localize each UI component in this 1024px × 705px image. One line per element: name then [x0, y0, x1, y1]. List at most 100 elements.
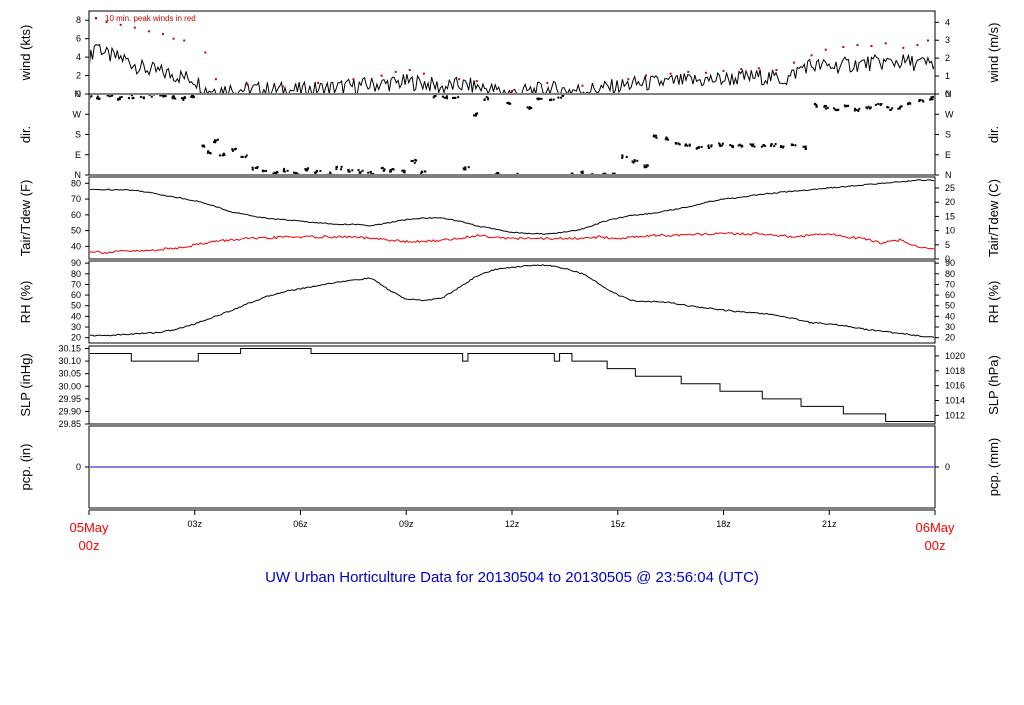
- rh-right-tick-label: 80: [945, 269, 955, 279]
- dir-direction-point: [464, 168, 467, 171]
- rh-left-tick-label: 50: [71, 301, 81, 311]
- dir-direction-point: [171, 96, 174, 99]
- dir-direction-point: [192, 95, 195, 97]
- dir-direction-point: [240, 156, 243, 158]
- dir-direction-point: [209, 152, 212, 155]
- dir-direction-point: [219, 154, 221, 157]
- wind-peak-point: [870, 45, 873, 47]
- temp-right-tick-label: 5: [945, 240, 950, 250]
- dir-direction-point: [621, 155, 624, 158]
- dir-direction-point: [636, 159, 639, 162]
- dir-direction-point: [674, 142, 677, 145]
- dir-right-tick-label: W: [945, 109, 954, 119]
- x-tick-label-day: 06May: [915, 520, 955, 535]
- slp-left-tick-label: 29.95: [58, 394, 81, 404]
- dir-direction-point: [231, 149, 234, 152]
- dir-direction-point: [869, 106, 872, 109]
- dir-direction-point: [530, 107, 533, 110]
- dir-direction-point: [98, 97, 101, 100]
- wind-peak-point: [246, 83, 249, 86]
- dir-direction-point: [251, 166, 254, 169]
- dir-direction-point: [335, 168, 338, 171]
- wind-right-tick-label: 3: [945, 35, 950, 45]
- dir-direction-point: [203, 145, 206, 148]
- precip-left-axis-title: pcp. (in): [18, 444, 33, 491]
- wind-peak-point: [927, 39, 929, 42]
- dir-direction-point: [153, 95, 156, 96]
- temp-frame: [88, 176, 936, 260]
- dir-direction-point: [150, 95, 153, 98]
- dir-direction-point: [591, 173, 594, 174]
- slp-right-tick-label: 1014: [945, 396, 965, 406]
- rh-right-tick-label: 90: [945, 258, 955, 268]
- dir-direction-point: [340, 165, 343, 168]
- wind-peak-point: [511, 90, 513, 93]
- dir-direction-point: [804, 145, 807, 148]
- dir-direction-point: [296, 172, 299, 174]
- x-tick-label: 06z: [293, 519, 308, 529]
- dir-direction-point: [603, 172, 606, 174]
- dir-direction-point: [678, 143, 681, 146]
- dir-direction-point: [854, 107, 857, 110]
- temp-right-tick-label: 25: [945, 183, 955, 193]
- dir-direction-point: [688, 144, 691, 147]
- dir-direction-point: [631, 160, 634, 163]
- dir-direction-point: [760, 145, 763, 148]
- dir-direction-point: [625, 156, 628, 158]
- slp-right-tick-label: 1012: [945, 410, 965, 420]
- wind-peak-point: [352, 78, 355, 81]
- rh-right-tick-label: 30: [945, 322, 955, 332]
- dir-direction-point: [498, 173, 501, 174]
- dir-direction-point: [467, 166, 470, 169]
- wind-frame: [88, 10, 936, 95]
- dir-direction-point: [898, 107, 901, 110]
- dir-direction-point: [802, 145, 805, 148]
- dir-direction-point: [889, 109, 892, 111]
- dir-direction-point: [182, 98, 185, 101]
- rh-right-tick-label: 20: [945, 333, 955, 343]
- dir-direction-point: [613, 173, 616, 174]
- dir-left-tick-label: N: [75, 89, 82, 99]
- dir-direction-point: [382, 169, 385, 172]
- dir-direction-point: [213, 141, 216, 143]
- temp-series-group: [90, 179, 934, 255]
- dir-direction-point: [697, 146, 700, 149]
- dir-direction-point: [163, 95, 166, 98]
- dir-direction-point: [739, 143, 742, 146]
- dir-direction-point: [432, 96, 435, 99]
- dir-direction-point: [96, 97, 98, 100]
- dir-direction-point: [922, 100, 925, 103]
- rh-left-tick-label: 20: [71, 333, 81, 343]
- wind-peak-point: [119, 23, 122, 26]
- dir-direction-point: [536, 97, 539, 100]
- dir-direction-point: [391, 168, 394, 170]
- slp-right-tick-label: 1016: [945, 381, 965, 391]
- dir-direction-point: [453, 96, 456, 99]
- dir-direction-point: [773, 145, 776, 148]
- rh-left-tick-label: 60: [71, 290, 81, 300]
- wind-peak-point: [687, 70, 690, 73]
- dir-direction-point: [231, 148, 234, 151]
- slp-left-tick-label: 29.85: [58, 419, 81, 429]
- dir-direction-point: [485, 96, 488, 99]
- dir-direction-point: [590, 173, 593, 174]
- dir-direction-point: [526, 106, 529, 109]
- wind-peak-point: [824, 48, 827, 51]
- wind-right-axis-title: wind (m/s): [986, 23, 1001, 84]
- dir-direction-point: [684, 143, 687, 146]
- wind-peak-point: [669, 72, 672, 75]
- dir-direction-point: [90, 95, 93, 98]
- dir-direction-point: [823, 105, 826, 107]
- dir-direction-point: [351, 169, 354, 172]
- dir-direction-point: [130, 95, 133, 97]
- dir-direction-point: [265, 169, 267, 172]
- dir-direction-point: [508, 102, 510, 105]
- wind-left-tick-label: 6: [76, 34, 81, 44]
- x-tick-label: 21z: [822, 519, 837, 529]
- dir-direction-point: [794, 144, 797, 147]
- dir-direction-point: [184, 96, 186, 99]
- dir-direction-point: [721, 142, 724, 145]
- dir-left-tick-label: S: [75, 130, 81, 140]
- dir-direction-point: [633, 160, 636, 163]
- dir-direction-point: [835, 109, 838, 112]
